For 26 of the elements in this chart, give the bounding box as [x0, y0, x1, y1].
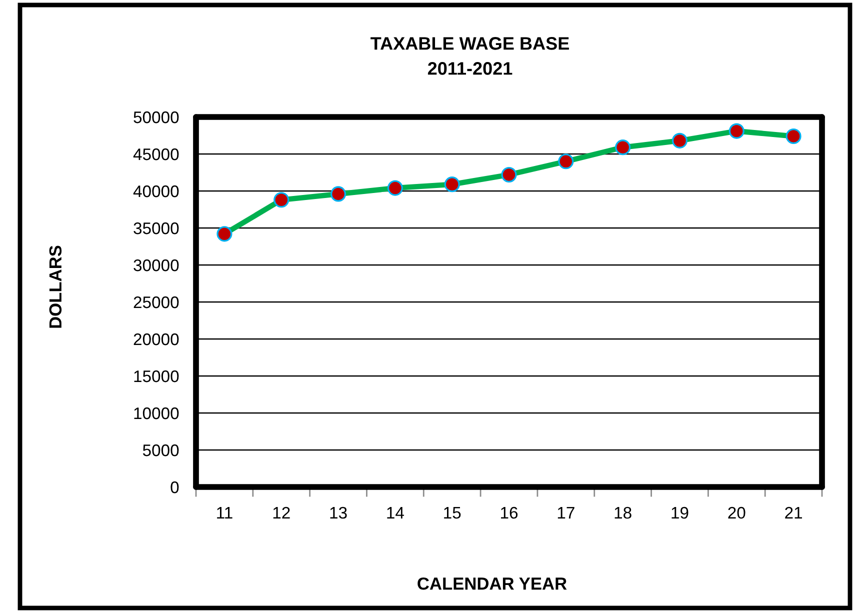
x-axis-title: CALENDAR YEAR	[418, 577, 567, 590]
x-tick-label: 19	[672, 506, 688, 519]
x-tick-label: 11	[217, 507, 232, 519]
x-tick-label: 13	[330, 506, 347, 519]
y-tick-label: 20000	[134, 333, 179, 346]
x-tick-label: 15	[444, 507, 461, 519]
x-tick-label: 20	[728, 506, 746, 519]
x-tick-label: 18	[614, 506, 632, 519]
y-tick-label: 45000	[133, 148, 179, 160]
y-tick-label: 15000	[134, 370, 179, 382]
x-tick-label: 12	[273, 506, 290, 519]
y-tick-label: 40000	[133, 185, 179, 198]
y-tick-label: 50000	[134, 111, 179, 124]
y-axis-title: DOLLARS	[49, 246, 62, 328]
chart-subtitle: 2011-2021	[428, 62, 512, 75]
y-tick-label: 5000	[142, 444, 179, 456]
x-tick-label: 14	[387, 507, 404, 519]
y-tick-label: 25000	[134, 296, 179, 308]
y-tick-label: 0	[170, 481, 179, 494]
x-tick-label: 21	[785, 506, 802, 519]
y-tick-label: 30000	[134, 259, 179, 272]
x-tick-label: 17	[558, 507, 574, 519]
y-tick-label: 10000	[134, 407, 179, 420]
y-tick-label: 35000	[134, 222, 179, 234]
chart-title: TAXABLE WAGE BASE	[370, 37, 569, 50]
x-tick-label: 16	[501, 506, 518, 519]
